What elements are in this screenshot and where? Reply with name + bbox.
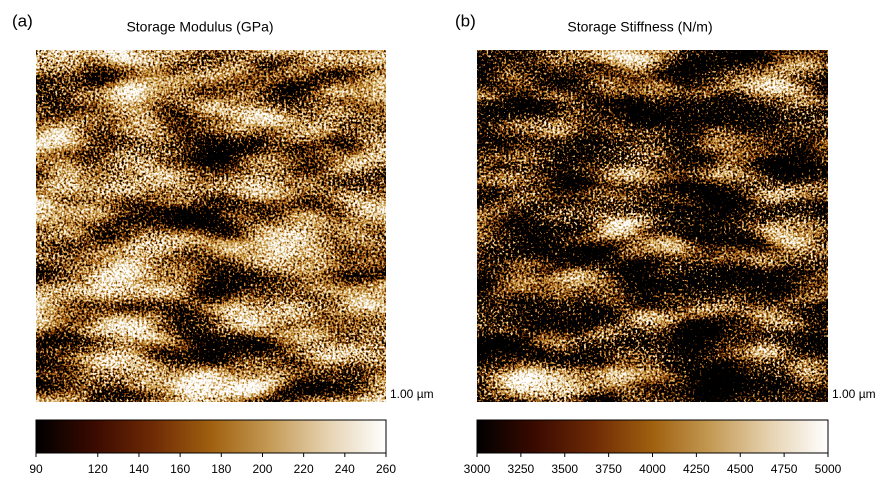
colorbar [35, 419, 387, 454]
colorbar-tick-label: 5000 [815, 462, 842, 476]
afm-image [36, 50, 386, 402]
image-title: Storage Modulus (GPa) [126, 19, 273, 35]
colorbar-tick-label: 4500 [727, 462, 754, 476]
colorbar-tick-label: 160 [170, 462, 190, 476]
colorbar-tick-label: 220 [294, 462, 314, 476]
colorbar [476, 419, 829, 454]
panel-label: (b) [455, 11, 476, 30]
colorbar-tick-label: 3250 [508, 462, 535, 476]
colorbar-tick-label: 4750 [771, 462, 798, 476]
colorbar-tick-label: 90 [29, 462, 43, 476]
colorbar-tick-label: 4250 [683, 462, 710, 476]
scale-label: 1.00 µm [390, 387, 434, 401]
panel-label: (a) [12, 11, 33, 30]
colorbar-tick-label: 120 [88, 462, 108, 476]
afm-image [477, 50, 828, 402]
colorbar-tick-label: 240 [335, 462, 355, 476]
colorbar-tick-label: 180 [211, 462, 231, 476]
image-title: Storage Stiffness (N/m) [567, 19, 712, 35]
colorbar-tick-label: 3750 [595, 462, 622, 476]
scale-label: 1.00 µm [832, 387, 876, 401]
colorbar-tick-label: 4000 [639, 462, 666, 476]
colorbar-tick-label: 200 [252, 462, 272, 476]
colorbar-tick-label: 3500 [551, 462, 578, 476]
colorbar-tick-label: 260 [376, 462, 396, 476]
colorbar-tick-label: 3000 [464, 462, 491, 476]
colorbar-tick-label: 140 [129, 462, 149, 476]
